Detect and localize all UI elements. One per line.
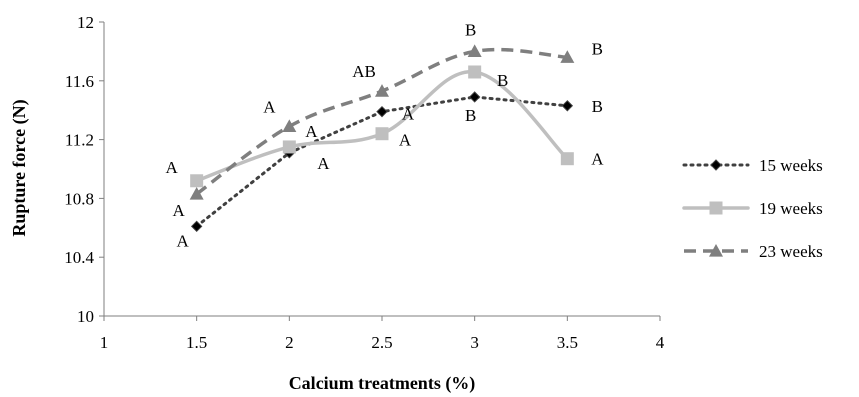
y-tick-label: 11.6: [65, 72, 94, 91]
y-tick-label: 11.2: [65, 131, 94, 150]
significance-label: B: [465, 106, 476, 125]
diamond-marker: [190, 220, 203, 233]
legend-square-marker: [709, 201, 723, 215]
square-marker: [190, 174, 204, 188]
significance-label: B: [592, 39, 603, 58]
chart-legend: 15 weeks 19 weeks 23 weeks: [682, 156, 823, 261]
diamond-marker: [376, 105, 388, 118]
legend-label: 19 weeks: [759, 199, 823, 218]
y-tick-label: 10.4: [64, 248, 94, 267]
significance-label: A: [317, 154, 330, 173]
significance-label: AB: [352, 62, 376, 81]
x-tick-label: 3.5: [557, 333, 578, 352]
legend-entry: 19 weeks: [682, 199, 823, 218]
y-tick-label: 12: [77, 13, 94, 32]
y-tick-label: 10.8: [64, 189, 94, 208]
legend-diamond-marker: [710, 159, 722, 171]
significance-label: B: [497, 71, 508, 90]
triangle-marker: [189, 186, 204, 200]
square-marker: [560, 152, 574, 166]
legend-entry: 23 weeks: [684, 242, 823, 261]
legend-label: 23 weeks: [759, 242, 823, 261]
y-tick-label: 10: [77, 307, 94, 326]
significance-label: A: [166, 158, 179, 177]
x-tick-label: 4: [656, 333, 665, 352]
significance-label: B: [465, 20, 476, 39]
series-23-weeks: [189, 44, 575, 200]
diamond-marker: [468, 91, 481, 103]
significance-label: A: [399, 131, 412, 150]
chart-axes: 10 10.4 10.8 11.2 11.6 12 1 1.5 2 2.5 3 3.5 4: [64, 13, 665, 352]
significance-label: A: [305, 122, 318, 141]
significance-label: A: [591, 150, 604, 169]
x-tick-label: 2.5: [371, 333, 392, 352]
triangle-marker: [467, 44, 482, 57]
significance-label: A: [177, 231, 190, 250]
x-tick-label: 1: [100, 333, 109, 352]
square-marker: [282, 140, 296, 154]
significance-label: B: [592, 97, 603, 116]
series-15-weeks: [190, 91, 574, 233]
y-axis-title: Rupture force (N): [9, 99, 30, 236]
significance-label: A: [263, 97, 276, 116]
x-axis-title: Calcium treatments (%): [289, 373, 476, 394]
triangle-marker: [282, 119, 297, 132]
significance-label: A: [402, 105, 415, 124]
diamond-marker: [561, 100, 574, 112]
chart-series: [189, 44, 575, 233]
square-marker: [375, 127, 389, 141]
significance-label: A: [173, 201, 186, 220]
x-tick-label: 2: [285, 333, 294, 352]
series-line: [194, 70, 570, 183]
triangle-marker: [375, 84, 389, 97]
triangle-marker: [560, 50, 575, 63]
series-19-weeks: [190, 65, 574, 188]
legend-triangle-marker: [709, 244, 723, 257]
series-line: [195, 47, 568, 196]
legend-entry: 15 weeks: [682, 156, 823, 175]
square-marker: [468, 65, 482, 79]
x-tick-label: 3: [470, 333, 479, 352]
legend-label: 15 weeks: [759, 156, 823, 175]
x-tick-label: 1.5: [186, 333, 207, 352]
